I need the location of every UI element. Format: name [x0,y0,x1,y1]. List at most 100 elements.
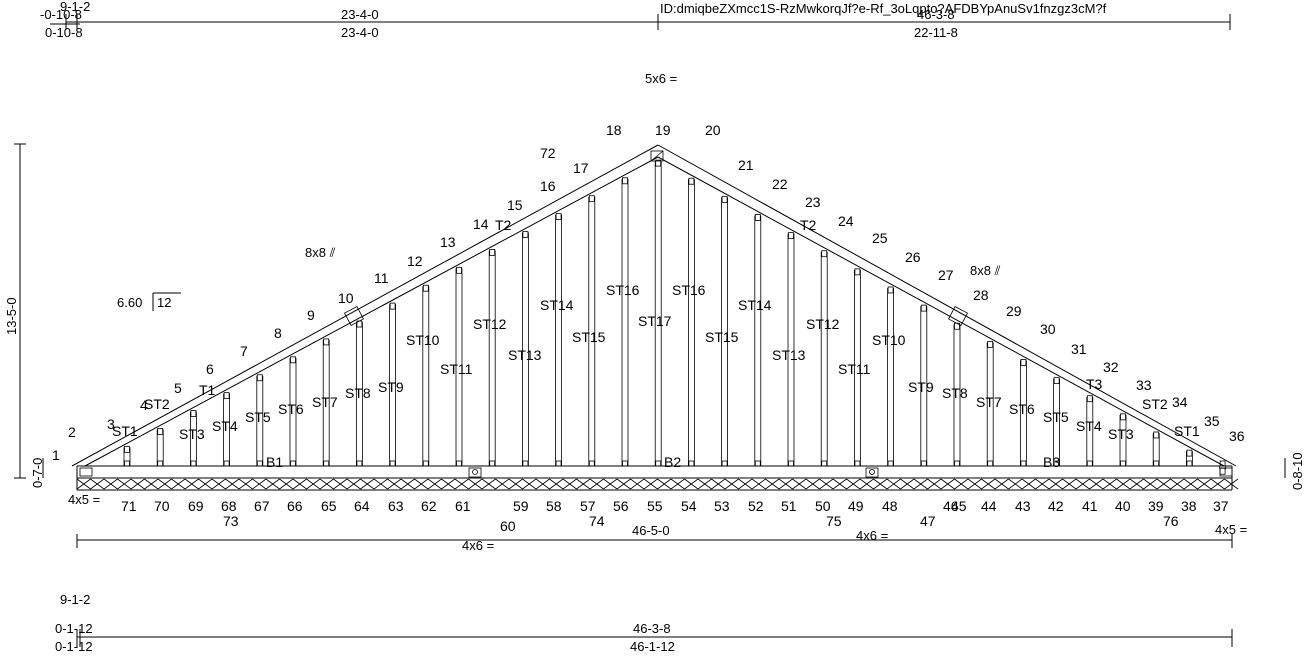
web-vertical [1186,449,1193,467]
joint-label-bottom: 66 [287,498,303,514]
web-vertical [1020,359,1027,467]
stud-label-right: ST11 [838,361,871,377]
header-id-text: ID:dmiqbeZXmcc1S-RzMwkorqJf?e-Rf_3oLqpto… [660,1,1107,16]
web-vertical [455,266,463,467]
joint-label-top: 21 [738,157,754,173]
top-mid-dim-a: 23-4-0 [341,7,379,22]
joint-label-bottom: 63 [388,498,404,514]
joint-label-bottom: 52 [748,498,764,514]
web-vertical [588,195,596,467]
top-chords [71,144,1237,467]
height-dim-label: 13-5-0 [4,297,19,335]
stud-label-left: ST11 [440,361,473,377]
joint-label-bottom: 45 [951,498,967,514]
joint-label-top: 35 [1204,413,1220,429]
joint-label-bottom: 71 [121,498,137,514]
joint-label-bottom: 65 [321,498,337,514]
web-vertical [820,250,828,467]
member-bottom-mid: B2 [664,454,681,470]
span-dimension: 46-5-0 [76,523,1233,548]
plates [79,150,1233,478]
member-top-left2: T2 [495,217,512,233]
span-dim-label: 46-5-0 [632,523,670,538]
joint-label-extra: 72 [540,145,556,161]
pitch-run: 12 [157,295,171,310]
stud-label-right: ST5 [1043,409,1069,425]
stud-label-right: ST14 [738,297,772,313]
joint-label-bottom: 37 [1213,498,1229,514]
bottom-dim-b1: 46-3-8 [633,621,671,636]
web-vertical [555,213,562,467]
web-vertical [189,410,197,467]
joint-label-top: 17 [573,160,589,176]
stud-label-left: ST8 [345,385,371,401]
joint-label-bottom: 41 [1082,498,1098,514]
web-vertical [854,268,861,467]
joint-label-top: 9 [307,307,315,323]
joint-label-top: 10 [338,290,354,306]
member-top-left: T1 [199,382,216,398]
joint-label-top: 8 [274,325,282,341]
joint-label-bottom: 48 [882,498,898,514]
stud-label-right: ST9 [908,379,934,395]
member-labels: T1 T2 T2 T3 B1 B2 B3 ST17 [199,217,1103,470]
top-left-dim-b: 0-10-8 [45,25,83,40]
joint-label-top: 15 [507,197,523,213]
joint-label-bottom: 53 [714,498,730,514]
top-right-dim-b: 22-11-8 [914,25,958,40]
joint-label-top: 6 [206,361,214,377]
top-mid-dim-b: 23-4-0 [341,25,379,40]
joint-label-extra: 75 [826,513,842,529]
joint-label-top: 23 [805,194,821,210]
stud-label-left: ST9 [378,379,404,395]
bottom-stack-label: 9-1-2 [60,592,90,607]
joint-label-top: 3 [107,416,115,432]
joint-label-top: 32 [1103,359,1119,375]
web-vertical [422,284,430,467]
web-vertical [787,232,795,467]
joint-label-top: 2 [68,424,76,440]
stud-label-left: ST6 [278,401,304,417]
joint-label-bottom: 56 [613,498,629,514]
stud-label-right: ST10 [872,332,906,348]
web-vertical [123,445,131,467]
stud-label-right: ST15 [705,329,739,345]
member-top-right2: T2 [800,217,817,233]
bottom-dimensions: 9-1-2 0-1-12 0-1-12 46-3-8 46-1-12 [55,592,1233,654]
joint-label-bottom: 55 [647,498,663,514]
joint-label-top: 26 [905,249,921,265]
top-right-dim-a: 46-3-8 [917,7,955,22]
stud-label-right: ST4 [1076,418,1102,434]
stud-label-left: ST15 [572,329,606,345]
joint-label-top: 13 [440,234,456,250]
web-vertical [986,340,994,467]
joint-label-top: 16 [540,178,556,194]
joint-label-bottom: 51 [781,498,797,514]
stud-label-right: ST13 [772,347,806,363]
joint-label-extra: 60 [500,518,516,534]
joint-label-top: 4 [140,397,148,413]
right-heel-dim: 0-8-10 [1290,452,1305,490]
joint-label-bottom: 61 [455,498,471,514]
joint-label-top: 18 [606,122,622,138]
stud-label-right: ST2 [1142,396,1168,412]
stud-label-left: ST1 [112,423,138,439]
joint-label-top: 27 [938,267,954,283]
joint-label-top: 11 [374,270,389,286]
web-vertical [256,374,264,467]
web-vertical [389,302,397,467]
stud-label-right: ST3 [1108,426,1134,442]
joint-label-bottom: 58 [546,498,562,514]
bottom-right-plate: 4x6 = [856,528,888,543]
joint-label-top: 33 [1136,377,1152,393]
pitch-indicator: 6.60 12 [117,292,181,311]
joint-label-top: 25 [872,230,888,246]
joint-label-top: 20 [705,122,721,138]
joint-label-top: 24 [838,213,854,229]
joint-label-extra: 76 [1163,513,1179,529]
joint-label-bottom: 62 [421,498,437,514]
right-upper-plate: 8x8 ⫽ [970,263,1001,278]
stud-label-left: ST5 [245,409,271,425]
